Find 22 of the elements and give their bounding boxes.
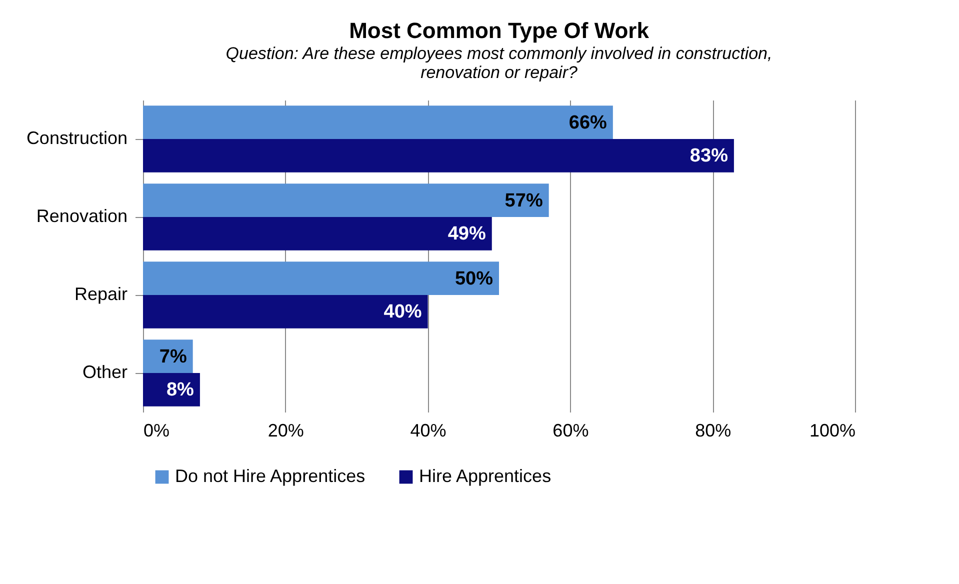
data-label: 40% — [384, 302, 422, 323]
x-tick-label: 20% — [268, 420, 304, 440]
data-label: 57% — [504, 190, 543, 212]
chart-subtitle: Question: Are these employees most commonly involved in construction, renovation or repair? — [226, 44, 772, 82]
y-tick-label: Renovation — [36, 206, 128, 226]
legend-label: Do not Hire Apprentices — [175, 466, 366, 486]
y-tick-label: Other — [82, 362, 128, 382]
data-label: 7% — [159, 346, 187, 368]
x-tick-label: 60% — [552, 420, 589, 440]
data-label: 49% — [448, 224, 486, 245]
x-tick-label: 0% — [144, 420, 170, 440]
y-tick-label: Repair — [74, 284, 128, 304]
data-label: 66% — [568, 112, 608, 134]
y-tick-label: Construction — [26, 128, 128, 148]
data-label: 83% — [690, 146, 728, 167]
chart-title: Most Common Type Of Work — [349, 18, 650, 43]
x-tick-label: 40% — [410, 420, 446, 440]
x-tick-label: 100% — [809, 420, 856, 440]
legend-label: Hire Apprentices — [419, 466, 552, 486]
x-tick-label: 80% — [695, 420, 732, 440]
data-label: 8% — [166, 380, 194, 401]
data-label: 50% — [454, 268, 494, 290]
